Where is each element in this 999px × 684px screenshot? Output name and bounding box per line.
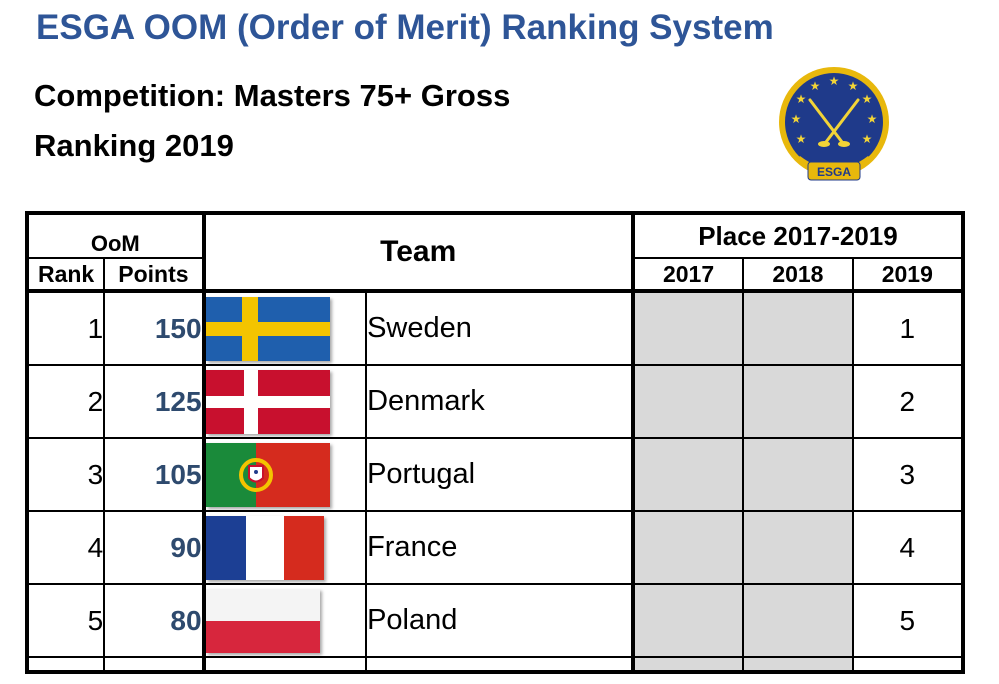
portugal-flag-icon: [207, 442, 330, 507]
sweden-flag-icon: [207, 296, 330, 361]
esga-emblem-icon: ★ ★ ★ ★ ★ ★ ★ ★ ★ ESGA: [779, 67, 889, 181]
rank-header: Rank: [25, 257, 106, 293]
place-2019-cell: 4: [851, 510, 965, 585]
svg-text:★: ★: [848, 79, 859, 93]
place-2017-cell: [630, 437, 745, 512]
points-cell: 80: [103, 583, 205, 658]
oom-header: OoM: [26, 212, 205, 259]
table-row: 2 125 Denmark 2: [25, 364, 965, 439]
team-name: France: [365, 510, 634, 585]
place-2018-cell: [742, 364, 854, 439]
table-row: [25, 656, 965, 673]
team-name: Portugal: [365, 437, 634, 512]
table-row: 4 90 France 4: [25, 510, 965, 585]
svg-text:★: ★: [796, 92, 807, 106]
competition-label: Competition: Masters 75+ Gross: [34, 78, 511, 113]
svg-text:★: ★: [829, 74, 840, 88]
rank-cell: 3: [25, 437, 106, 512]
rank-cell: 4: [25, 510, 106, 585]
team-name: Sweden: [365, 290, 634, 366]
denmark-flag-icon: [207, 369, 330, 434]
page-title: ESGA OOM (Order of Merit) Ranking System: [36, 8, 774, 47]
place-2017-cell: [630, 364, 745, 439]
year-2019-header: 2019: [851, 257, 965, 293]
team-name: Denmark: [365, 364, 634, 439]
svg-text:★: ★: [862, 92, 873, 106]
team-header: Team: [201, 212, 634, 293]
svg-text:★: ★: [796, 132, 807, 146]
points-cell: 125: [103, 364, 205, 439]
place-header: Place 2017-2019: [630, 212, 965, 259]
ranking-year-label: Ranking 2019: [34, 128, 234, 163]
points-cell: 90: [103, 510, 205, 585]
place-2018-cell: [742, 583, 854, 658]
points-cell: 105: [103, 437, 205, 512]
points-cell: 150: [103, 290, 205, 366]
poland-flag-icon: [207, 588, 320, 653]
france-flag-icon: [207, 515, 324, 580]
table-row: 1 150 Sweden 1: [25, 290, 965, 366]
rank-cell: 2: [25, 364, 106, 439]
place-2019-cell: 5: [851, 583, 965, 658]
place-2017-cell: [630, 290, 745, 366]
svg-text:★: ★: [867, 112, 878, 126]
place-2019-cell: 2: [851, 364, 965, 439]
table-row: 5 80 Poland 5: [25, 583, 965, 658]
svg-text:★: ★: [862, 132, 873, 146]
place-2019-cell: 3: [851, 437, 965, 512]
team-name: Poland: [365, 583, 634, 658]
year-2017-header: 2017: [630, 257, 745, 293]
svg-text:★: ★: [791, 112, 802, 126]
points-header: Points: [103, 257, 205, 293]
rank-cell: 5: [25, 583, 106, 658]
table-row: 3 105 Portugal 3: [25, 437, 965, 512]
logo-text: ESGA: [817, 165, 851, 179]
svg-text:★: ★: [810, 79, 821, 93]
ranking-table: OoM Team Place 2017-2019 Rank Points 201…: [25, 211, 965, 674]
place-2018-cell: [742, 290, 854, 366]
rank-cell: 1: [25, 290, 106, 366]
place-2018-cell: [742, 437, 854, 512]
year-2018-header: 2018: [742, 257, 854, 293]
place-2019-cell: 1: [851, 290, 965, 366]
place-2018-cell: [742, 510, 854, 585]
place-2017-cell: [630, 510, 745, 585]
place-2017-cell: [630, 583, 745, 658]
